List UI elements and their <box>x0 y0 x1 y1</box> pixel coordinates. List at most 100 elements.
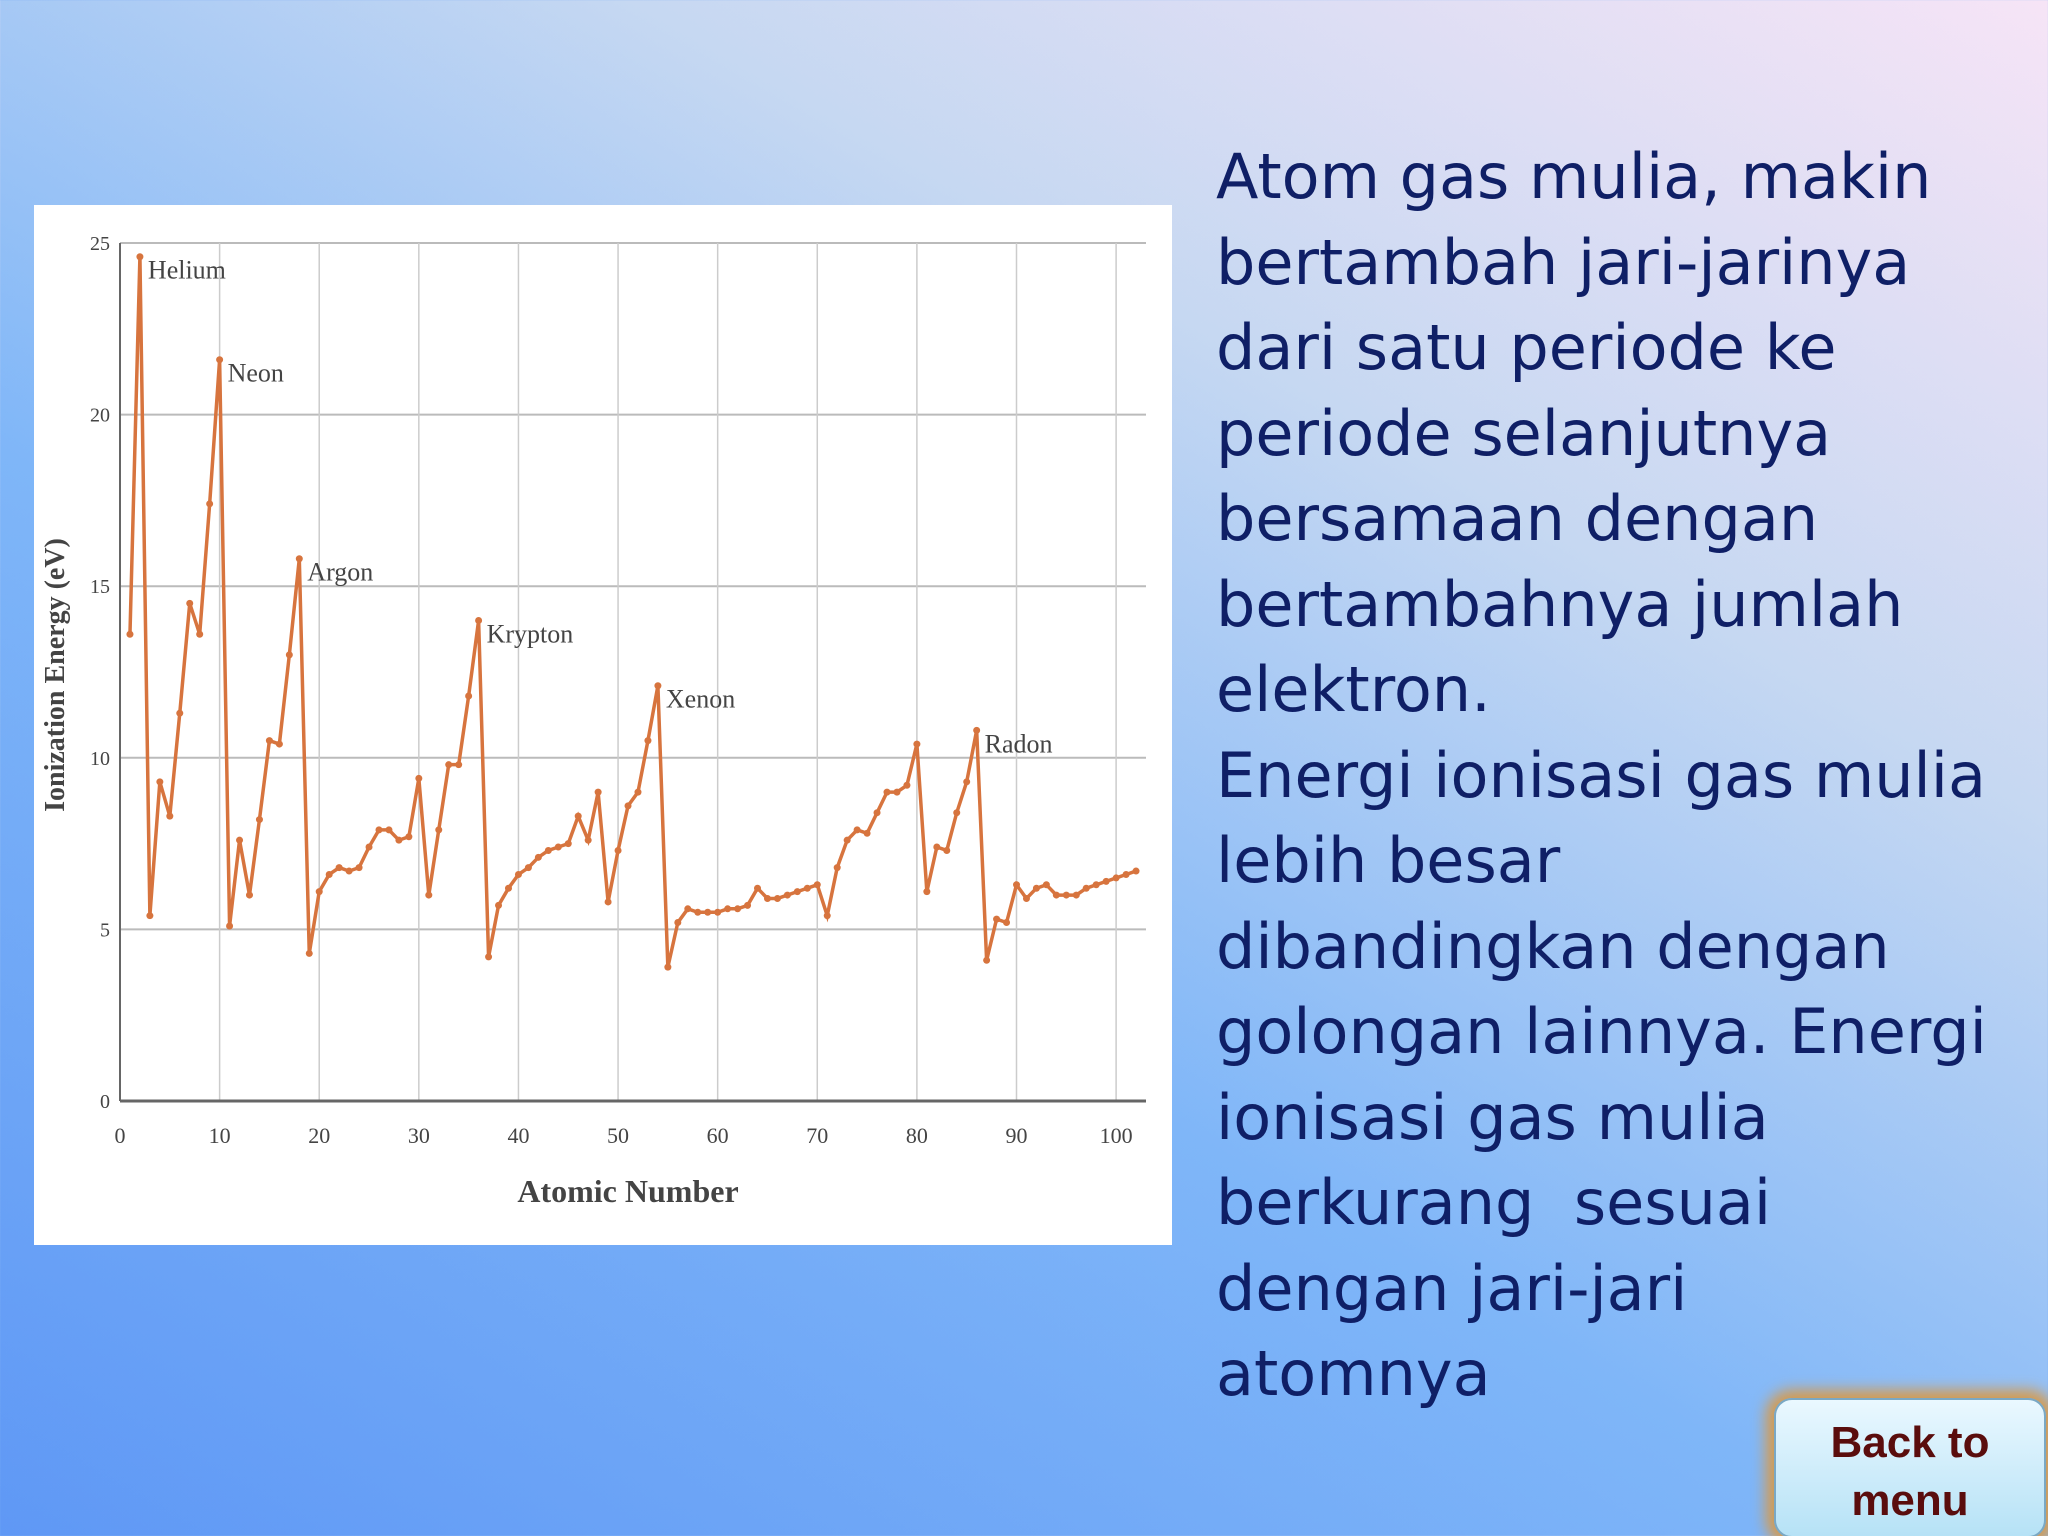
data-point <box>1092 881 1100 889</box>
data-point <box>315 888 323 896</box>
data-point <box>584 836 592 844</box>
chart-background <box>34 205 1172 1245</box>
data-point <box>146 912 154 920</box>
body-text: Atom gas mulia, makin bertambah jari-jari… <box>1216 134 1987 1417</box>
x-tick-label: 70 <box>806 1123 828 1148</box>
data-point <box>385 826 393 834</box>
data-point <box>265 737 273 745</box>
y-tick-label: 25 <box>90 233 110 255</box>
data-point <box>275 740 283 748</box>
peak-label: Argon <box>307 558 373 587</box>
data-point <box>425 891 433 899</box>
data-point <box>1013 881 1021 889</box>
y-tick-label: 20 <box>90 405 110 427</box>
back-to-menu-button[interactable]: Back to menu <box>1774 1398 2046 1536</box>
data-point <box>634 788 642 796</box>
data-point <box>445 761 453 769</box>
peak-label: Xenon <box>666 685 735 714</box>
data-point <box>1042 881 1050 889</box>
data-point <box>1102 877 1110 885</box>
x-tick-label: 40 <box>507 1123 529 1148</box>
data-point <box>236 836 244 844</box>
data-point <box>1082 884 1090 892</box>
data-point <box>1072 891 1080 899</box>
data-point <box>913 740 921 748</box>
text-line: periode selanjutnya <box>1216 396 1832 470</box>
y-tick-label: 10 <box>90 748 110 770</box>
data-point <box>863 829 871 837</box>
data-point <box>126 630 134 638</box>
text-line: dibandingkan dengan <box>1216 909 1890 983</box>
data-point <box>465 692 473 700</box>
data-point <box>544 846 552 854</box>
y-tick-label: 0 <box>100 1091 110 1113</box>
data-point <box>993 915 1001 923</box>
text-line: bertambahnya jumlah <box>1216 567 1904 641</box>
x-axis-label: Atomic Number <box>517 1173 738 1209</box>
x-tick-label: 50 <box>607 1123 629 1148</box>
data-point <box>475 617 483 625</box>
data-point <box>534 853 542 861</box>
data-point <box>973 726 981 734</box>
data-point <box>415 774 423 782</box>
data-point <box>933 843 941 851</box>
data-point <box>186 599 194 607</box>
data-point <box>694 908 702 916</box>
peak-label: Helium <box>148 256 226 285</box>
data-point <box>783 891 791 899</box>
data-point <box>963 778 971 786</box>
text-line: berkurang sesuai <box>1216 1166 1772 1239</box>
data-point <box>594 788 602 796</box>
x-tick-label: 20 <box>308 1123 330 1148</box>
data-point <box>614 846 622 854</box>
data-point <box>803 884 811 892</box>
data-point <box>554 843 562 851</box>
data-point <box>1022 895 1030 903</box>
data-point <box>793 888 801 896</box>
y-tick-label: 5 <box>100 919 110 941</box>
data-point <box>604 898 612 906</box>
chart: Atomic Number Ionization Energy (eV) 0 5 1… <box>34 205 1172 1245</box>
data-point <box>1003 919 1011 927</box>
data-point <box>624 802 632 810</box>
data-point <box>216 356 224 364</box>
data-point <box>335 864 343 872</box>
data-point <box>883 788 891 796</box>
data-point <box>893 788 901 796</box>
text-line: Energi ionisasi gas mulia <box>1216 738 1987 812</box>
data-point <box>1122 870 1130 878</box>
data-point <box>375 826 383 834</box>
text-line: ionisasi gas mulia <box>1216 1080 1769 1154</box>
text-line: dengan jari-jari <box>1216 1251 1688 1325</box>
text-line: lebih besar <box>1216 824 1561 897</box>
data-point <box>156 778 164 786</box>
data-point <box>644 737 652 745</box>
data-point <box>1032 884 1040 892</box>
data-point <box>365 843 373 851</box>
data-point <box>724 905 732 913</box>
x-tick-label: 60 <box>707 1123 729 1148</box>
x-tick-label: 30 <box>408 1123 430 1148</box>
x-tick-label: 80 <box>906 1123 928 1148</box>
data-point <box>455 761 463 769</box>
data-point <box>1132 867 1140 875</box>
data-point <box>903 781 911 789</box>
data-point <box>524 864 532 872</box>
data-point <box>853 826 861 834</box>
x-tick-label: 10 <box>209 1123 231 1148</box>
peak-label: Neon <box>228 359 284 388</box>
data-point <box>355 864 363 872</box>
y-axis-label: Ionization Energy (eV) <box>40 538 71 812</box>
data-line <box>128 256 1137 968</box>
data-point <box>495 901 503 909</box>
text-line: bersamaan dengan <box>1216 482 1819 555</box>
data-point <box>564 840 572 848</box>
data-point <box>704 908 712 916</box>
data-point <box>754 884 762 892</box>
data-point <box>196 630 204 638</box>
data-point <box>325 870 333 878</box>
data-point <box>943 846 951 854</box>
data-point <box>744 901 752 909</box>
data-point <box>136 253 144 261</box>
